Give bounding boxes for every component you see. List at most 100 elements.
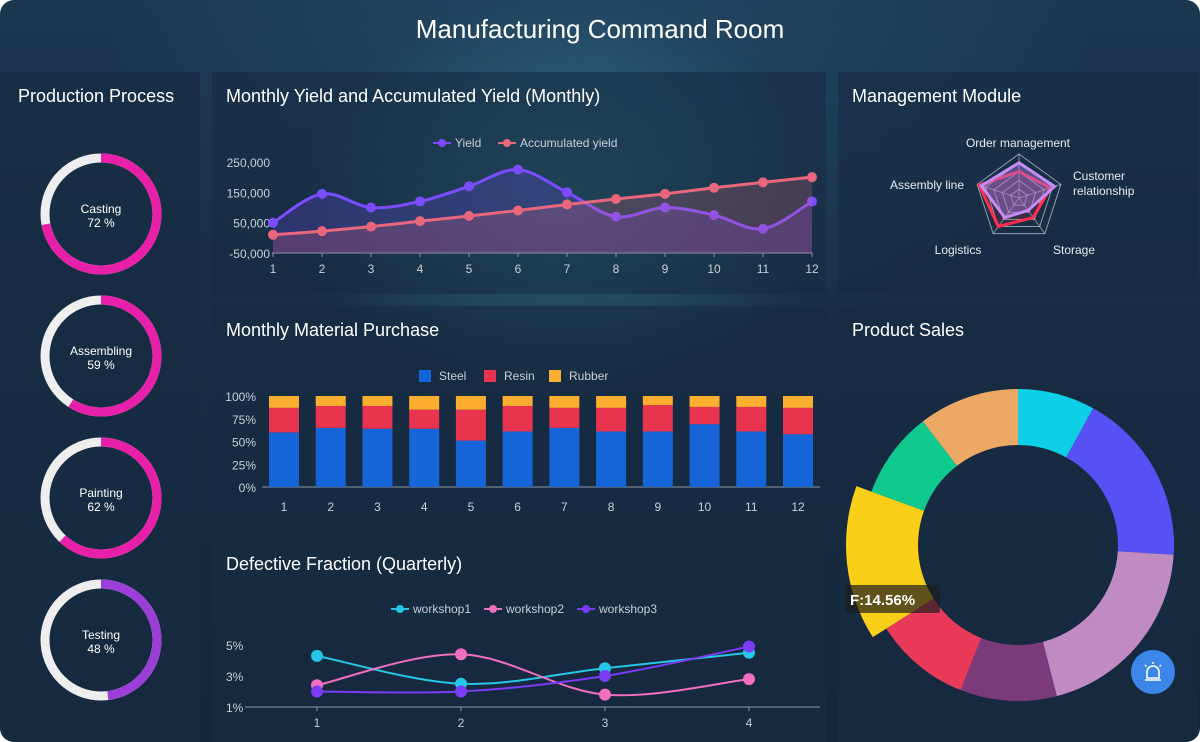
legend-item: Accumulated yield: [520, 136, 617, 150]
data-point: [709, 182, 719, 193]
data-point: [317, 226, 327, 237]
bar-steel: [736, 431, 767, 487]
bar-rubber: [689, 396, 720, 407]
data-point: [513, 205, 523, 216]
x-tick-label: 4: [421, 500, 428, 514]
x-tick-label: 2: [319, 262, 326, 276]
data-point: [611, 211, 621, 222]
data-point: [415, 196, 425, 207]
bar-rubber: [549, 396, 580, 408]
x-tick-label: 1: [314, 716, 321, 730]
radar-label: Customer: [1073, 169, 1125, 183]
radar-series: [979, 161, 1058, 220]
bar-steel: [596, 431, 627, 487]
x-tick-label: 12: [791, 500, 805, 514]
gauge-value: 59 %: [87, 358, 115, 372]
gauge-value: 62 %: [87, 500, 115, 514]
data-point: [455, 685, 467, 698]
bar-resin: [409, 409, 440, 429]
legend-item: workshop2: [505, 602, 564, 616]
legend-marker: [438, 139, 446, 147]
legend-swatch: [419, 370, 431, 382]
pie-slice: [1042, 551, 1174, 697]
bar-rubber: [642, 396, 673, 406]
bar-resin: [549, 407, 580, 428]
y-tick-label: 1%: [226, 701, 244, 715]
x-tick-label: 8: [608, 500, 615, 514]
x-tick-label: 3: [602, 716, 609, 730]
y-tick-label: 250,000: [227, 156, 271, 170]
management-panel: Management Module: [838, 72, 1198, 294]
gauge-value: 48 %: [87, 642, 115, 656]
x-tick-label: 7: [561, 500, 568, 514]
x-tick-label: 10: [698, 500, 712, 514]
data-point: [758, 223, 768, 234]
data-point: [268, 229, 278, 240]
bar-resin: [315, 406, 346, 428]
x-tick-label: 10: [707, 262, 721, 276]
bar-steel: [502, 431, 533, 487]
data-point: [317, 188, 327, 199]
bar-steel: [549, 427, 580, 487]
yield-panel: Monthly Yield and Accumulated Yield (Mon…: [212, 72, 826, 294]
x-tick-label: 8: [613, 262, 620, 276]
alarm-button[interactable]: [1131, 650, 1175, 694]
bar-rubber: [783, 396, 813, 408]
x-tick-label: 5: [466, 262, 473, 276]
x-tick-label: 1: [270, 262, 277, 276]
panel-title: Production Process: [18, 86, 175, 106]
data-point: [562, 187, 572, 198]
panel-title: Monthly Material Purchase: [226, 320, 440, 340]
data-point: [807, 196, 817, 207]
bar-steel: [409, 428, 440, 487]
bar-steel: [642, 431, 673, 487]
x-tick-label: 3: [368, 262, 375, 276]
bar-resin: [596, 407, 627, 432]
y-tick-label: 25%: [232, 458, 256, 472]
tooltip: [845, 585, 940, 613]
gauge-fill-casting: [40, 153, 162, 275]
legend-marker: [582, 605, 590, 613]
bar-steel: [455, 440, 486, 487]
pie-slice: [922, 389, 1018, 466]
x-tick-label: 9: [654, 500, 661, 514]
data-point: [562, 199, 572, 210]
radar-label: Assembly line: [890, 178, 964, 192]
y-tick-label: 50%: [232, 436, 256, 450]
bar-rubber: [736, 396, 767, 407]
bar-rubber: [315, 396, 346, 407]
legend-swatch: [484, 370, 496, 382]
radar-axis: [976, 183, 1020, 199]
legend-item: workshop1: [412, 602, 471, 616]
series-area: [273, 177, 812, 253]
pie-slice: [1018, 389, 1094, 458]
data-point: [758, 177, 768, 188]
panel-title: Product Sales: [852, 320, 965, 340]
data-point: [660, 188, 670, 199]
gauge-fill-testing: [40, 579, 162, 701]
radar-label: relationship: [1073, 184, 1135, 198]
production-panel: Production Process: [0, 72, 200, 742]
x-tick-label: 4: [746, 716, 753, 730]
data-point: [311, 685, 323, 698]
x-tick-label: 4: [417, 262, 424, 276]
radar-grid: [993, 170, 1045, 220]
gauge-label: Assembling: [70, 344, 132, 358]
y-tick-label: 5%: [226, 639, 244, 653]
radar-grid: [1010, 188, 1028, 206]
bar-resin: [689, 406, 720, 425]
bar-rubber: [455, 396, 486, 410]
x-tick-label: 5: [468, 500, 475, 514]
bar-rubber: [409, 396, 440, 410]
data-point: [743, 673, 755, 686]
bar-resin: [642, 405, 673, 432]
data-point: [743, 640, 755, 653]
x-tick-label: 6: [514, 500, 521, 514]
bar-resin: [362, 406, 393, 429]
y-tick-label: 100%: [225, 390, 256, 404]
page-title: Manufacturing Command Room: [415, 14, 785, 44]
series-line-workshop1: [316, 651, 750, 685]
legend-marker: [396, 605, 404, 613]
x-tick-label: 11: [745, 500, 758, 514]
